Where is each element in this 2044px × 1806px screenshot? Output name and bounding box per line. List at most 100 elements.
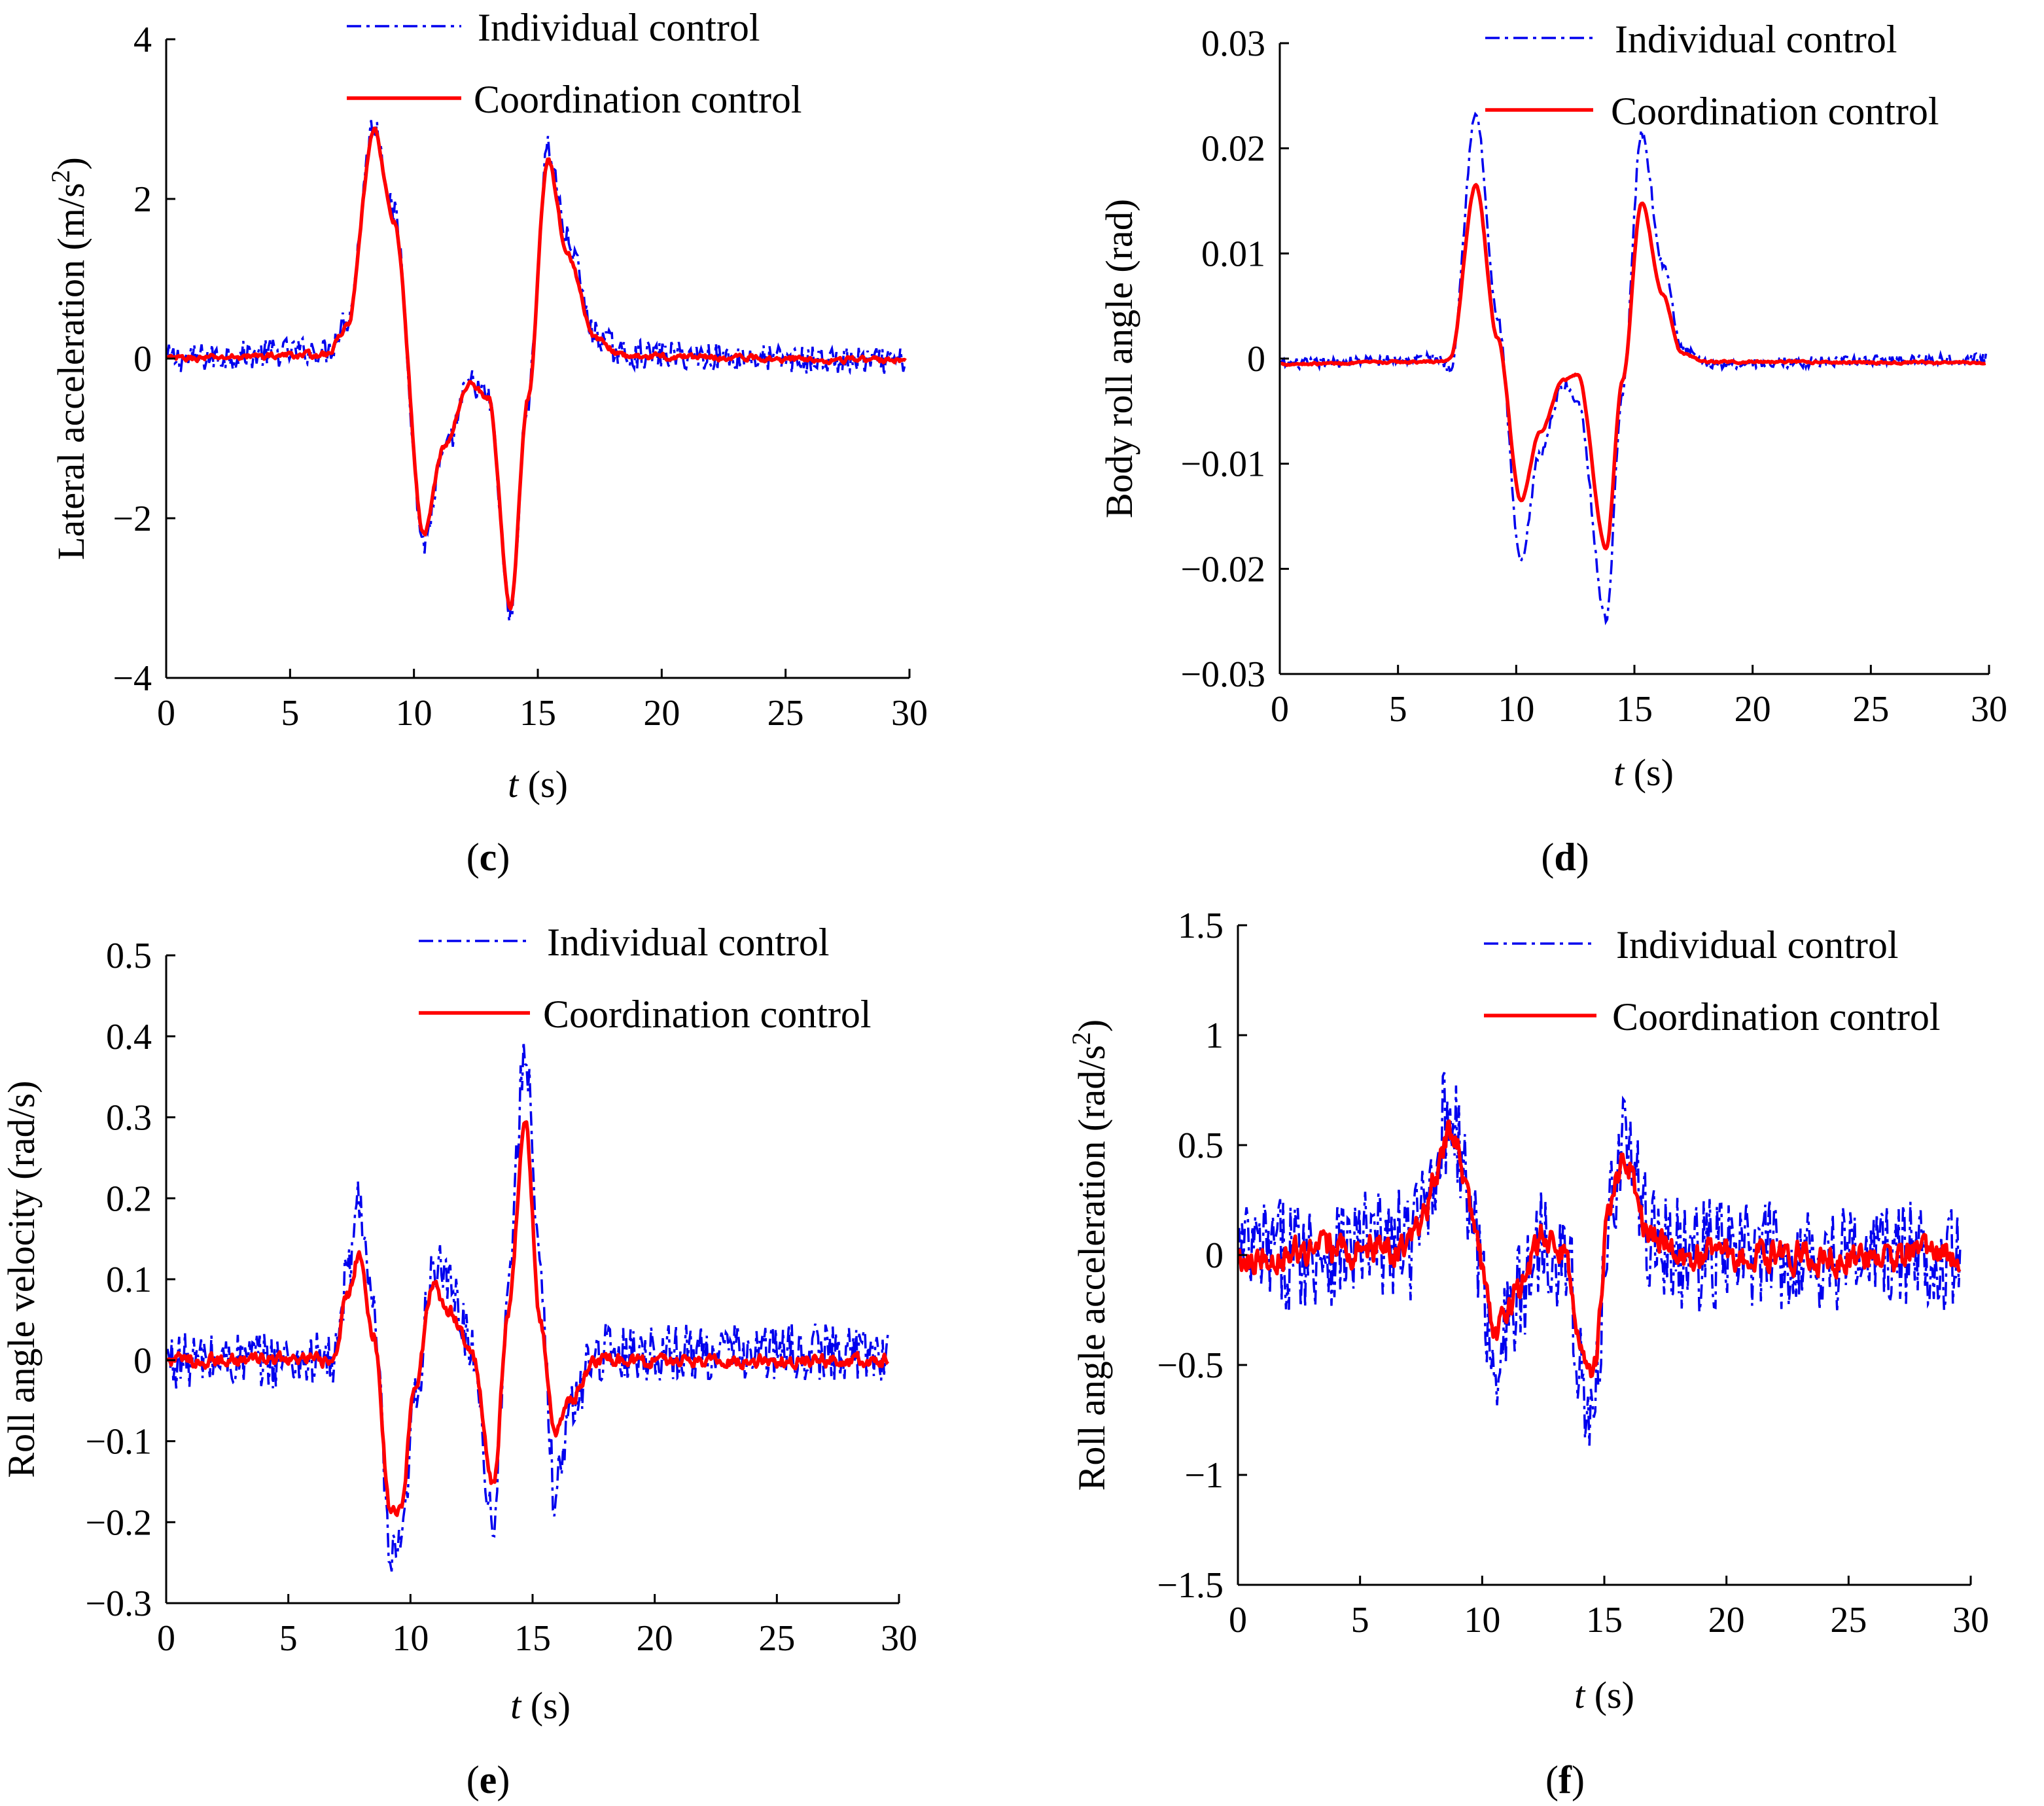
- legend-f: Individual control Coordination control: [1484, 923, 1941, 1038]
- x-axis-var-d: t: [1613, 751, 1625, 794]
- legend-label-coordination-e: Coordination control: [543, 993, 872, 1036]
- x-ticks-d: 0 5 10 15 20 25 30: [1271, 665, 2007, 730]
- y-tick-label-e: 0: [133, 1341, 152, 1381]
- y-axis-end-f: ): [1070, 1019, 1113, 1032]
- plot-area-f: [1237, 1072, 1962, 1446]
- plot-area-d: [1280, 111, 1988, 626]
- x-tick-label-e: 15: [514, 1618, 551, 1659]
- y-tick-label-d: −0.01: [1180, 444, 1265, 485]
- x-tick-label-c: 25: [767, 693, 804, 734]
- y-axis-end-c: ): [50, 157, 92, 169]
- legend-label-coordination-c: Coordination control: [474, 78, 802, 121]
- legend-label-individual-e: Individual control: [547, 921, 830, 964]
- x-axis-title-e: t (s): [510, 1684, 571, 1727]
- x-tick-label-e: 10: [392, 1618, 429, 1659]
- x-tick-label-e: 20: [637, 1618, 673, 1659]
- x-tick-label-e: 0: [157, 1618, 175, 1659]
- x-axis-unit-e: (s): [521, 1684, 571, 1727]
- y-axis-title-d: Body roll angle (rad): [1098, 199, 1140, 518]
- x-tick-label-d: 20: [1735, 689, 1771, 730]
- y-axis-title-c: Lateral acceleration (m/s2): [46, 157, 92, 560]
- y-tick-label-f: 1.5: [1178, 906, 1224, 946]
- panel-letter-c: c: [480, 836, 497, 879]
- y-tick-label-e: −0.3: [85, 1584, 152, 1624]
- legend-d: Individual control Coordination control: [1485, 18, 1939, 133]
- series-individual-d: [1280, 111, 1988, 626]
- x-axis-var-f: t: [1574, 1674, 1586, 1716]
- y-tick-label-c: 0: [133, 339, 152, 380]
- x-tick-label-c: 30: [891, 693, 928, 734]
- x-axis-title-c: t (s): [508, 763, 568, 806]
- legend-label-individual-f: Individual control: [1616, 923, 1899, 966]
- y-ticks-d: −0.03 −0.02 −0.01 0 0.01 0.02 0.03: [1180, 24, 1289, 695]
- panel-letter-e: e: [480, 1758, 497, 1801]
- x-tick-label-f: 15: [1586, 1600, 1623, 1640]
- y-tick-label-e: 0.4: [106, 1017, 152, 1057]
- y-tick-label-e: 0.5: [106, 936, 152, 976]
- y-ticks-c: −4 −2 0 2 4: [113, 20, 175, 699]
- y-tick-label-c: 4: [133, 20, 152, 60]
- x-tick-label-c: 15: [520, 693, 556, 734]
- y-tick-label-c: 2: [133, 179, 152, 220]
- legend-e: Individual control Coordination control: [419, 921, 872, 1036]
- y-tick-label-e: 0.1: [106, 1260, 152, 1300]
- y-tick-label-e: 0.2: [106, 1178, 152, 1219]
- x-tick-label-c: 5: [281, 693, 299, 734]
- x-ticks-f: 0 5 10 15 20 25 30: [1229, 1576, 1989, 1640]
- y-axis-text-e: Roll angle velocity (rad/s): [0, 1080, 43, 1478]
- legend-label-individual-d: Individual control: [1615, 18, 1897, 61]
- x-tick-label-c: 20: [643, 693, 680, 734]
- x-tick-label-e: 25: [758, 1618, 795, 1659]
- chart-panel-d: 0 5 10 15 20 25 30 −0.03 −0.02 −0.01 0 0.01 0.02 0.0…: [1098, 18, 2007, 879]
- panel-label-d: (d): [1541, 836, 1589, 879]
- x-tick-label-f: 20: [1708, 1600, 1745, 1640]
- y-axis-text-c: Lateral acceleration (m/s: [50, 183, 92, 559]
- chart-panel-e: 0 5 10 15 20 25 30 −0.3 −0.2 −0.1 0 0.1 0.2 0.3 0.4 0.…: [0, 921, 917, 1801]
- legend-c: Individual control Coordination control: [347, 6, 802, 121]
- x-axis-title-d: t (s): [1613, 751, 1674, 794]
- x-tick-label-f: 10: [1464, 1600, 1500, 1640]
- legend-label-individual-c: Individual control: [478, 6, 760, 49]
- panel-letter-d: d: [1554, 836, 1576, 879]
- x-axis-unit-f: (s): [1585, 1674, 1634, 1716]
- y-tick-label-f: −1: [1184, 1455, 1224, 1496]
- chart-panel-c: 0 5 10 15 20 25 30 −4 −2 0 2 4 t (s) Lateral accel…: [46, 6, 928, 879]
- series-coordination-f: [1237, 1119, 1962, 1379]
- series-coordination-c: [166, 126, 907, 611]
- x-axis-var-e: t: [510, 1684, 522, 1727]
- y-axis-title-f: Roll angle acceleration (rad/s2): [1066, 1019, 1113, 1491]
- y-tick-label-f: 1: [1205, 1016, 1224, 1056]
- x-tick-label-d: 5: [1389, 689, 1407, 730]
- chart-panel-f: 0 5 10 15 20 25 30 −1.5 −1 −0.5 0 0.5 1 1.5 t (s) Ro…: [1066, 906, 1989, 1801]
- y-tick-label-f: 0.5: [1178, 1125, 1224, 1166]
- y-tick-label-f: −0.5: [1157, 1345, 1224, 1386]
- x-tick-label-e: 5: [279, 1618, 298, 1659]
- x-tick-label-f: 25: [1830, 1600, 1867, 1640]
- y-tick-label-f: 0: [1205, 1235, 1224, 1276]
- x-axis-title-f: t (s): [1574, 1674, 1634, 1716]
- y-tick-label-e: 0.3: [106, 1098, 152, 1139]
- x-tick-label-d: 25: [1852, 689, 1889, 730]
- x-tick-label-d: 0: [1271, 689, 1289, 730]
- x-axis-var-c: t: [508, 763, 520, 806]
- y-tick-label-d: 0.01: [1201, 234, 1265, 274]
- y-axis-sup-f: 2: [1066, 1032, 1096, 1045]
- x-ticks-e: 0 5 10 15 20 25 30: [157, 1594, 917, 1659]
- panel-label-c: (c): [467, 836, 510, 879]
- x-axis-unit-d: (s): [1624, 751, 1674, 794]
- x-tick-label-d: 10: [1498, 689, 1534, 730]
- legend-label-coordination-d: Coordination control: [1611, 90, 1939, 133]
- series-coordination-e: [166, 1120, 890, 1517]
- y-tick-label-d: −0.03: [1180, 654, 1265, 695]
- x-tick-label-f: 30: [1952, 1600, 1989, 1640]
- y-axis-text-f: Roll angle acceleration (rad/s: [1070, 1045, 1113, 1491]
- y-tick-label-e: −0.1: [85, 1422, 152, 1462]
- y-ticks-e: −0.3 −0.2 −0.1 0 0.1 0.2 0.3 0.4 0.5: [85, 936, 175, 1624]
- y-tick-label-d: 0.02: [1201, 129, 1265, 169]
- series-coordination-d: [1280, 183, 1986, 551]
- legend-label-coordination-f: Coordination control: [1612, 995, 1941, 1038]
- x-tick-label-d: 15: [1616, 689, 1653, 730]
- y-ticks-f: −1.5 −1 −0.5 0 0.5 1 1.5: [1157, 906, 1247, 1606]
- x-tick-label-f: 0: [1229, 1600, 1247, 1640]
